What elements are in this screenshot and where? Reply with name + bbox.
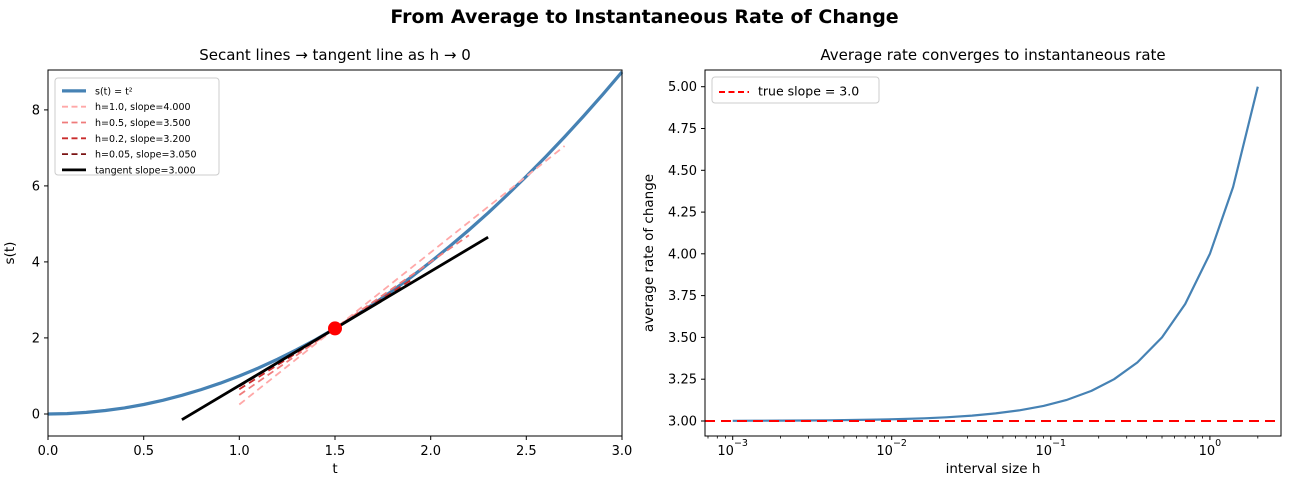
legend-entry-h-0-2-slope-3-200: h=0.2, slope=3.200 [62,134,191,145]
y-tick-label: 0 [32,408,40,423]
plot-series [705,86,1281,422]
figure-title: From Average to Instantaneous Rate of Ch… [390,6,899,28]
x-tick-label: 10−2 [876,438,907,458]
legend-label: s(t) = t² [95,86,133,97]
legend: true slope = 3.0 [711,76,880,104]
y-axis: 0 2 4 6 8 s(t) [2,103,48,423]
chart-title: Secant lines → tangent line as h → 0 [199,46,471,64]
legend-label: h=0.05, slope=3.050 [95,150,197,161]
series-h-1-0-slope-4-000 [238,145,566,406]
y-tick-label: 3.75 [668,289,697,304]
legend-entry-h-1-0-slope-4-000: h=1.0, slope=4.000 [62,102,191,113]
legend-label: h=1.0, slope=4.000 [95,102,191,113]
y-tick-label: 4 [32,255,40,270]
series-average-rate-of-change [732,86,1259,422]
y-tick-label: 3.25 [668,373,697,388]
y-tick-label: 4.75 [668,122,697,137]
y-tick-label: 3.00 [668,415,697,430]
x-tick-label: 10−1 [1036,438,1067,458]
y-axis: 3.00 3.25 3.50 3.75 4.00 4.25 4.50 4.75 5.00 aver… [641,80,705,430]
legend-box [54,77,220,176]
x-tick-label: 1.0 [229,444,250,459]
legend-label: tangent slope=3.000 [95,165,196,176]
chart-title: Average rate converges to instantaneous … [820,46,1165,64]
x-axis: 0.0 0.5 1.0 1.5 2.0 2.5 3.0 t [38,436,633,477]
legend-entry-h-0-5-slope-3-500: h=0.5, slope=3.500 [62,118,191,129]
x-axis-label: interval size h [946,461,1041,477]
legend-entry-true-slope-3-0: true slope = 3.0 [719,84,859,99]
y-tick-label: 3.50 [668,331,697,346]
y-tick-label: 6 [32,179,40,194]
chart-0: 0.0 0.5 1.0 1.5 2.0 2.5 3.0 t 0 2 4 6 8 s(t) Secant li… [2,46,632,477]
x-tick-label: 2.5 [516,444,537,459]
legend-entry-h-0-05-slope-3-050: h=0.05, slope=3.050 [62,150,197,161]
x-tick-label: 2.0 [420,444,441,459]
x-tick-label: 0.5 [133,444,154,459]
x-axis-label: t [332,461,337,477]
y-tick-label: 2 [32,331,40,346]
legend-label: h=0.2, slope=3.200 [95,134,191,145]
axes-frame [704,69,1282,437]
y-tick-label: 4.25 [668,206,697,221]
x-tick-label: 10−3 [717,438,748,458]
marker-point-of-tangency [328,321,342,336]
y-axis-label: s(t) [2,242,18,265]
legend-entry-s-t-t: s(t) = t² [62,86,133,97]
x-tick-label: 1.5 [325,444,346,459]
y-tick-label: 5.00 [668,80,697,95]
legend-entry-tangent-slope-3-000: tangent slope=3.000 [62,165,196,176]
series-h-0-5-slope-3-500 [238,234,470,396]
y-tick-label: 4.50 [668,164,697,179]
y-axis-label: average rate of change [641,174,657,332]
x-tick-label: 3.0 [612,444,633,459]
x-tick-label: 0.0 [38,444,59,459]
x-tick-label: 100 [1199,438,1222,458]
legend: s(t) = t² h=1.0, slope=4.000 h=0.5, slope=… [54,77,220,176]
legend-box [711,76,880,104]
legend-label: h=0.5, slope=3.500 [95,118,191,129]
y-tick-label: 4.00 [668,247,697,262]
x-axis: 10−3 10−2 10−1 100 interval size h [707,436,1259,477]
y-tick-label: 8 [32,103,40,118]
legend-label: true slope = 3.0 [758,84,859,99]
